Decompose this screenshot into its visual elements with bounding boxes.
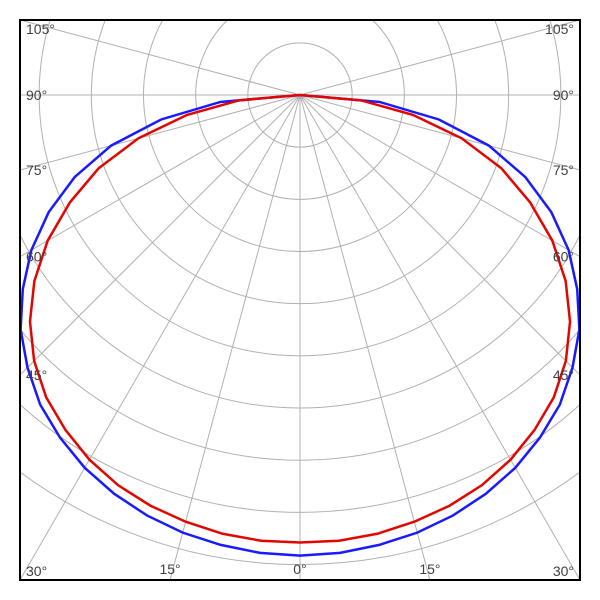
spoke (300, 0, 600, 95)
angle-label-right: 105° (545, 21, 574, 37)
angle-label-right: 30° (553, 563, 574, 579)
angle-label-left: 45° (26, 367, 47, 383)
spoke (300, 95, 543, 600)
angle-label-right: 75° (553, 162, 574, 178)
angle-label-right: 90° (553, 87, 574, 103)
angle-label-left: 75° (26, 162, 47, 178)
angle-label-left: 105° (26, 21, 55, 37)
angle-label-left: 60° (26, 249, 47, 265)
angle-label-left: 90° (26, 87, 47, 103)
angle-label-bottom: 0° (293, 561, 306, 577)
spoke (0, 0, 300, 95)
spoke (57, 95, 300, 600)
angle-label-bottom: 15° (159, 561, 180, 577)
angle-label-right: 60° (553, 249, 574, 265)
angle-label-right: 45° (553, 367, 574, 383)
polar-chart: 105° 90° 75° 60° 45° 30° 105° 90° 75° 60° 45° 30° 15… (0, 0, 600, 600)
angle-label-left: 30° (26, 563, 47, 579)
angle-label-bottom: 15° (419, 561, 440, 577)
